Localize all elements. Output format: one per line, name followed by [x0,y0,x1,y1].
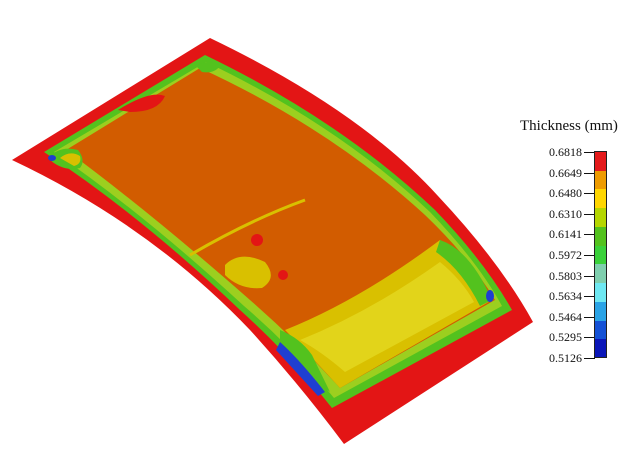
center-ridge [189,198,306,257]
colorbar-segment [595,226,607,247]
yellow-pad-highlight [300,262,474,372]
red-spot-mid [251,234,263,246]
legend-tick-mark [584,193,595,195]
colorbar-segment [595,170,607,190]
corner-green-top [196,62,220,73]
legend-tick-mark [584,296,595,298]
legend-tick-label: 0.6480 [549,186,582,201]
colorbar-frame [594,151,607,358]
corner-yellow-left [60,153,81,166]
legend-tick-mark [584,152,595,153]
legend-tick-label: 0.5464 [549,309,582,324]
legend-tick-mark [584,234,595,236]
red-spot-small [278,270,288,280]
legend-tick-mark [584,255,595,256]
legend-tick-label: 0.5972 [549,248,582,262]
colorbar-segment [595,208,607,228]
center-bump [225,256,271,289]
colorbar-segment [595,264,607,284]
corner-blue-left [48,155,56,161]
legend-title: Thickness (mm) [520,118,618,134]
legend-tick-mark [584,172,595,174]
red-spot-top [118,94,165,112]
legend-tick-label: 0.6818 [549,145,582,159]
colorbar-segment [595,245,607,265]
legend-tick-label: 0.5634 [549,289,582,304]
legend-tick-label: 0.5126 [549,351,582,365]
thin-spot [486,290,494,302]
legend-tick-mark [584,358,595,359]
legend-tick-mark [584,337,595,339]
legend-tick-label: 0.6310 [549,206,582,221]
pad-green-left [280,330,330,392]
legend-tick-label: 0.5803 [549,268,582,283]
legend-tick-label: 0.5295 [549,330,582,345]
legend-tick-label: 0.6141 [549,227,582,242]
colorbar-segment [595,339,607,359]
legend-tick-label: 0.6649 [549,165,582,180]
legend-tick-mark [584,213,595,215]
legend-tick-mark [584,275,595,277]
colorbar-segment [595,189,607,209]
pad-green-corner [436,240,492,306]
legend-tick-mark [584,316,595,318]
colorbar-segment [595,301,607,322]
thin-region [276,342,325,396]
colorbar-segment [595,283,607,303]
colorbar-segment [595,152,607,172]
colorbar-segment [595,320,607,340]
